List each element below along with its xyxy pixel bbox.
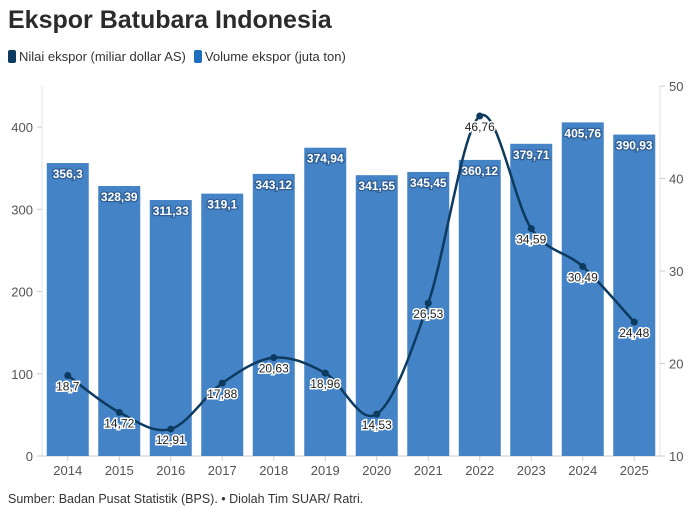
bar-label: 374,94 [307,152,344,166]
bar-2021 [407,171,450,457]
value-point-2024 [579,262,587,270]
left-tick-label: 100 [11,367,33,382]
bar-2022 [458,159,501,456]
value-label: 20,63 [259,362,289,376]
x-tick-label: 2019 [311,463,340,478]
left-tick-label: 200 [11,285,33,300]
value-point-2014 [64,372,72,380]
legend-item-volume[interactable]: Volume ekspor (juta ton) [193,49,346,64]
value-point-2021 [424,299,432,307]
left-tick-label: 400 [11,120,33,135]
value-label: 18,96 [310,377,340,391]
bar-label: 311,33 [153,204,189,218]
left-tick-label: 0 [26,449,33,464]
right-tick-label: 40 [669,172,683,187]
legend-label-volume: Volume ekspor (juta ton) [204,49,346,64]
source-note: Sumber: Badan Pusat Statistik (BPS). • D… [8,492,364,506]
value-label: 26,53 [413,307,443,321]
value-point-2015 [115,408,123,416]
bar-label: 379,71 [513,148,550,162]
x-tick-label: 2023 [517,463,546,478]
bar-2017 [201,193,244,456]
bar-2014 [46,163,89,456]
value-label: 34,59 [516,233,546,247]
bar-2019 [304,147,347,456]
value-label: 30,49 [568,270,598,284]
chart-title: Ekspor Batubara Indonesia [8,6,332,34]
bar-label: 341,55 [358,179,395,193]
value-point-2019 [321,369,329,377]
value-label: 14,72 [104,416,134,430]
value-point-2018 [270,354,278,362]
x-tick-label: 2021 [414,463,443,478]
bar-2018 [252,173,295,457]
bar-2016 [149,200,192,456]
legend-swatch-value [8,50,16,63]
value-label: 24,48 [619,326,649,340]
bar-2025 [613,134,656,456]
value-label: 46,76 [465,120,495,134]
value-point-2020 [373,410,381,418]
bar-2024 [561,122,604,456]
legend-item-value[interactable]: Nilai ekspor (miliar dollar AS) [8,49,186,64]
x-tick-label: 2016 [156,463,185,478]
right-tick-label: 20 [669,357,683,372]
x-tick-label: 2020 [362,463,391,478]
bar-2020 [355,175,398,457]
value-point-2017 [218,379,226,387]
value-point-2025 [630,318,638,326]
legend-swatch-volume [193,50,202,63]
right-tick-label: 30 [669,264,683,279]
bar-label: 328,39 [101,190,138,204]
bar-label: 356,3 [53,167,83,181]
value-label: 14,53 [362,418,392,432]
bar-label: 405,76 [564,126,601,140]
x-tick-label: 2018 [259,463,288,478]
legend-label-value: Nilai ekspor (miliar dollar AS) [19,49,186,64]
bar-label: 343,12 [255,178,292,192]
x-tick-label: 2015 [105,463,134,478]
value-point-2022 [476,112,484,120]
bar-label: 345,45 [410,176,447,190]
left-tick-label: 300 [11,202,33,217]
x-tick-label: 2022 [465,463,494,478]
bar-label: 319,1 [207,198,237,212]
bar-label: 360,12 [461,164,498,178]
value-label: 18,7 [56,380,80,394]
x-tick-label: 2017 [208,463,237,478]
right-tick-label: 50 [669,79,683,94]
value-point-2023 [527,225,535,233]
legend: Nilai ekspor (miliar dollar AS) Volume e… [8,49,346,64]
value-label: 17,88 [207,387,237,401]
right-tick-label: 10 [669,449,683,464]
x-tick-label: 2025 [620,463,649,478]
x-tick-label: 2014 [53,463,82,478]
value-label: 12,91 [156,433,186,447]
bar-label: 390,93 [616,139,653,153]
value-point-2016 [167,425,175,433]
x-tick-label: 2024 [568,463,597,478]
